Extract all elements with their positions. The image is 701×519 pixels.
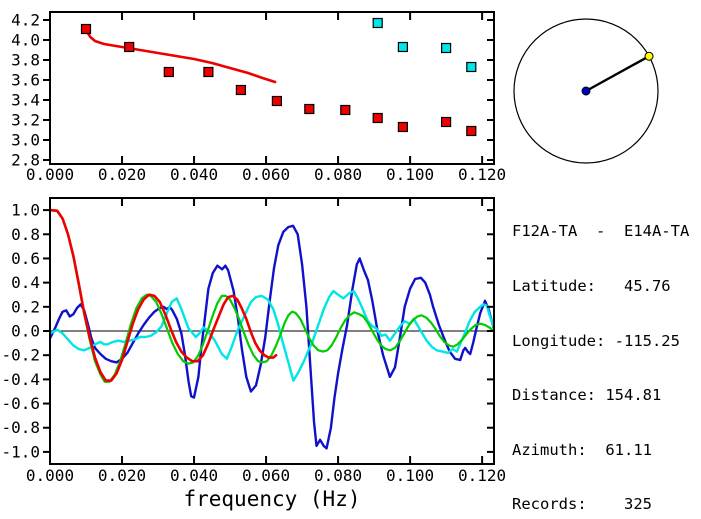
distance-line: Distance: 154.81 — [512, 386, 662, 405]
y-tick-label: 2.8 — [11, 151, 40, 170]
compass-circle — [513, 18, 659, 164]
alternate-velocity-squares[interactable] — [397, 41, 408, 53]
measured-velocity-squares[interactable] — [235, 84, 246, 96]
alternate-velocity-squares[interactable] — [372, 17, 383, 29]
azimuth-line: Azimuth: 61.11 — [512, 440, 652, 459]
latitude-line: Latitude: 45.76 — [512, 277, 671, 296]
y-tick-label: 3.0 — [11, 131, 40, 150]
x-tick-label: 0.060 — [242, 466, 290, 485]
correlation-blue — [50, 224, 494, 450]
y-tick-label: 0.0 — [11, 322, 40, 341]
correlation-red — [50, 208, 278, 382]
measured-velocity-squares[interactable] — [340, 104, 351, 116]
compass-center-dot — [581, 86, 591, 96]
y-tick-label: -1.0 — [1, 442, 40, 461]
x-tick-label: 0.100 — [386, 165, 434, 184]
azimuth-line-pointer — [585, 55, 650, 93]
model-dispersion-curve — [84, 28, 277, 84]
y-tick-label: -0.4 — [1, 370, 40, 389]
measured-velocity-squares[interactable] — [203, 66, 214, 78]
correlation-cyan — [50, 289, 494, 382]
y-tick-label: 3.6 — [11, 71, 40, 90]
y-tick-label: 3.2 — [11, 111, 40, 130]
measured-velocity-squares[interactable] — [163, 66, 174, 78]
x-tick-label: 0.100 — [386, 466, 434, 485]
x-tick-label: 0.080 — [314, 466, 362, 485]
records-line: Records: 325 — [512, 495, 652, 514]
y-tick-label: -0.6 — [1, 394, 40, 413]
alternate-velocity-squares[interactable] — [466, 61, 477, 73]
x-tick-label: 0.000 — [26, 165, 74, 184]
frequency-axis-label: frequency (Hz) — [183, 487, 361, 511]
y-tick-label: -0.8 — [1, 418, 40, 437]
y-tick-label: 3.4 — [11, 91, 40, 110]
longitude-line: Longitude: -115.25 — [512, 331, 680, 350]
measured-velocity-squares[interactable] — [271, 95, 282, 107]
alternate-velocity-squares-group — [372, 17, 477, 73]
measured-velocity-squares[interactable] — [304, 103, 315, 115]
x-tick-label: 0.120 — [458, 165, 506, 184]
dispersion-plot[interactable]: 0.000 0.020 0.040 0.060 0.080 0.100 0.120 4.24.… — [11, 11, 506, 185]
measured-velocity-squares[interactable] — [80, 23, 92, 35]
measured-velocity-squares[interactable] — [466, 125, 477, 137]
x-tick-label: 0.040 — [170, 466, 218, 485]
y-tick-label: 0.4 — [11, 273, 40, 292]
measured-velocity-squares[interactable] — [441, 116, 452, 128]
measured-velocity-squares[interactable] — [372, 112, 383, 124]
x-tick-label: 0.020 — [98, 165, 146, 184]
x-tick-label: 0.120 — [458, 466, 506, 485]
station-pair-label: F12A-TA - E14A-TA — [512, 222, 690, 241]
x-tick-label: 0.040 — [170, 165, 218, 184]
y-tick-label: 4.0 — [11, 31, 40, 50]
x-tick-label: 0.080 — [314, 165, 362, 184]
measured-velocity-squares-group — [80, 23, 477, 137]
correlation-green — [50, 209, 494, 383]
correlation-plot[interactable]: 0.000 0.020 0.040 0.060 0.080 0.100 0.120 1.0 0.… — [1, 197, 506, 485]
azimuth-compass — [513, 18, 659, 164]
measured-velocity-squares[interactable] — [397, 121, 408, 133]
y-tick-label: 0.8 — [11, 225, 40, 244]
y-tick-label: 3.8 — [11, 51, 40, 70]
alternate-velocity-squares[interactable] — [441, 42, 452, 54]
x-tick-label: 0.020 — [98, 466, 146, 485]
measured-velocity-squares[interactable] — [124, 41, 135, 53]
compass-azimuth-dot — [644, 51, 654, 61]
x-tick-label: 0.060 — [242, 165, 290, 184]
station-pair-info: F12A-TA - E14A-TA Latitude: 45.76 Longit… — [512, 186, 689, 519]
y-tick-label: 0.6 — [11, 249, 40, 268]
y-tick-label: 4.2 — [11, 11, 40, 30]
y-tick-label: 1.0 — [11, 201, 40, 220]
x-tick-label: 0.000 — [26, 466, 74, 485]
dispersion-plot-frame — [49, 11, 495, 165]
y-tick-label: 0.2 — [11, 297, 40, 316]
y-tick-label: -0.2 — [1, 346, 40, 365]
